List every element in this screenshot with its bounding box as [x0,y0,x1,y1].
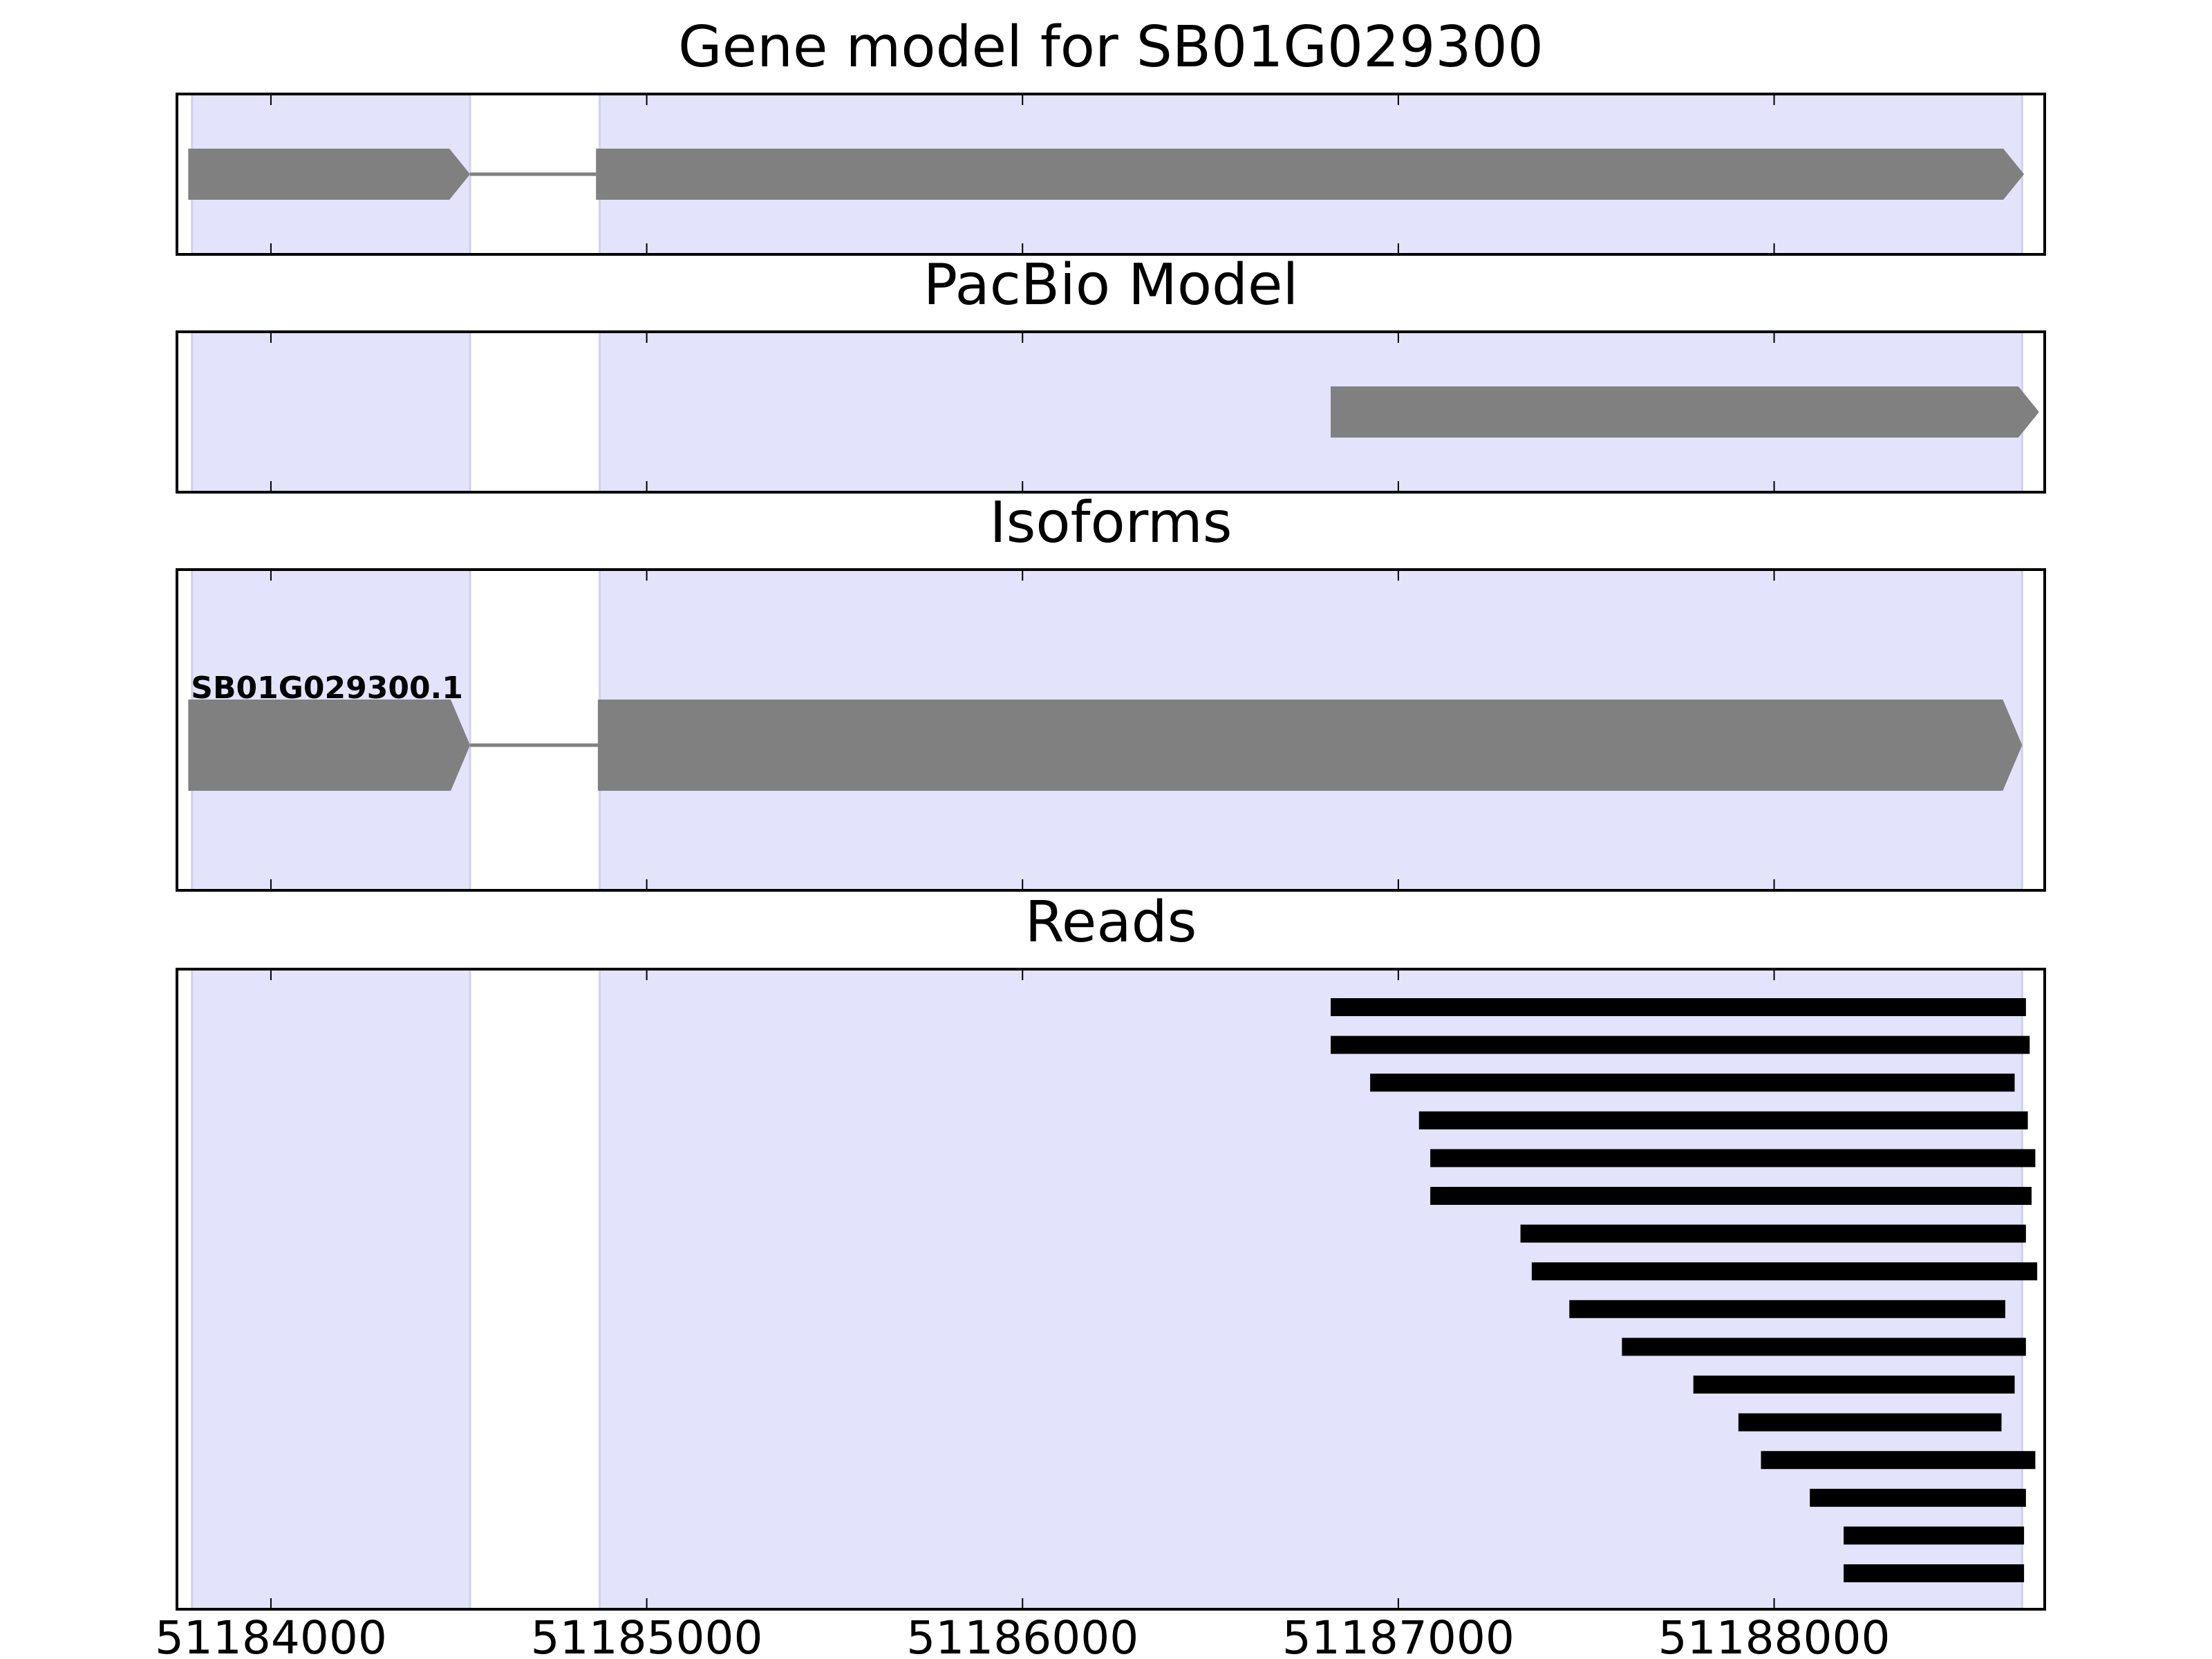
panel-title: PacBio Model [924,252,1299,318]
panel-title: Gene model for SB01G029300 [678,15,1544,80]
isoform-exon [597,700,2023,791]
read-bar [1430,1149,2036,1168]
read-bar [1810,1488,2026,1507]
read-bar [1761,1451,2036,1470]
panel-frame [176,330,2046,494]
read-bar [1844,1564,2025,1582]
exon-band [191,330,471,494]
panel-4: Reads [176,890,2046,1611]
isoform-exon [188,700,471,791]
x-tick-label: 51187000 [1282,1611,1515,1659]
read-bar [1569,1300,2005,1318]
read-bar [1370,1074,2015,1092]
exon-band [191,968,471,1611]
pacbio-feature [1331,386,2039,438]
isoform-label: SB01G029300.1 [191,671,463,706]
read-bar [1331,998,2026,1016]
read-bar [1844,1526,2025,1545]
panel-title: Isoforms [990,490,1232,556]
x-tick-label: 51188000 [1658,1611,1891,1659]
read-bar [1738,1413,2002,1432]
read-bar [1520,1224,2026,1243]
x-tick-label: 51184000 [155,1611,387,1659]
x-tick-label: 51185000 [531,1611,763,1659]
read-bar [1331,1035,2030,1054]
read-bar [1622,1338,2026,1356]
panel-3: Isoforms SB01G029300.1 [176,490,2046,892]
read-bar [1531,1262,2038,1281]
read-bar [1430,1187,2032,1205]
exon-feature [188,149,471,200]
panel-frame [176,568,2046,892]
panel-1: Gene model for SB01G029300 [176,15,2046,256]
panel-frame [176,968,2046,1611]
read-bar [1418,1111,2028,1130]
panel-2: PacBio Model [176,252,2046,494]
exon-band [599,968,2023,1611]
exon-feature [596,149,2025,200]
read-bar [1693,1376,2015,1394]
x-tick-label: 51186000 [906,1611,1138,1659]
panel-title: Reads [1025,890,1197,955]
panel-frame [176,93,2046,256]
